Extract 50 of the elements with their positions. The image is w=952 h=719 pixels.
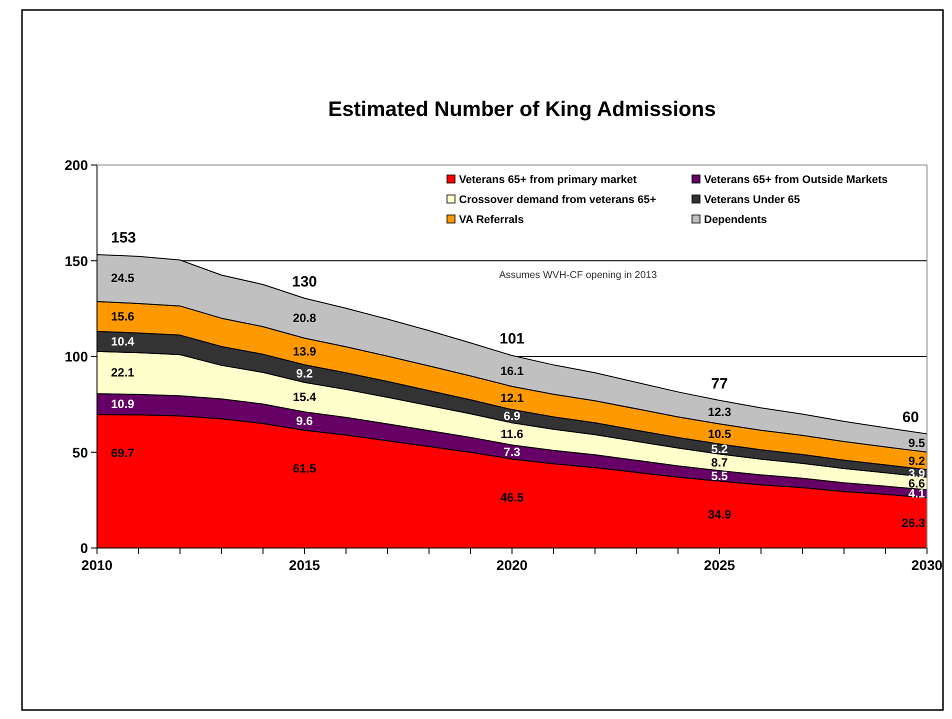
legend-label: VA Referrals bbox=[459, 214, 524, 226]
x-tick-label: 2030 bbox=[911, 557, 943, 573]
legend-label: Dependents bbox=[704, 214, 767, 226]
data-label: 8.7 bbox=[711, 455, 728, 470]
y-tick-label: 0 bbox=[80, 540, 88, 556]
data-label: 26.3 bbox=[902, 516, 926, 530]
data-label: 22.1 bbox=[111, 365, 135, 380]
total-label: 101 bbox=[499, 330, 525, 348]
data-label: 11.6 bbox=[500, 426, 524, 441]
x-tick-label: 2020 bbox=[496, 557, 528, 573]
y-tick-label: 50 bbox=[72, 444, 88, 460]
data-label: 15.4 bbox=[292, 390, 316, 404]
total-label: 60 bbox=[902, 408, 919, 426]
data-label: 9.2 bbox=[296, 366, 314, 381]
legend-label: Veterans 65+ from Outside Markets bbox=[704, 174, 888, 186]
chart-title: Estimated Number of King Admissions bbox=[328, 98, 716, 121]
data-label: 46.5 bbox=[500, 490, 524, 504]
x-tick-label: 2025 bbox=[704, 557, 736, 573]
data-label: 12.3 bbox=[708, 405, 732, 420]
total-label: 153 bbox=[111, 230, 136, 247]
legend-label: Veterans 65+ from primary market bbox=[459, 174, 637, 186]
x-tick-label: 2010 bbox=[81, 557, 113, 573]
y-tick-label: 150 bbox=[64, 252, 88, 269]
annotation: Assumes WVH-CF opening in 2013 bbox=[499, 270, 658, 281]
data-label: 61.5 bbox=[292, 462, 316, 476]
data-label: 16.1 bbox=[500, 364, 524, 378]
data-label: 12.1 bbox=[500, 390, 524, 405]
data-label: 24.5 bbox=[111, 271, 135, 286]
data-label: 69.7 bbox=[111, 446, 135, 460]
data-label: 9.5 bbox=[908, 436, 926, 450]
y-tick-label: 100 bbox=[64, 348, 88, 364]
y-tick-label: 200 bbox=[64, 157, 88, 173]
x-tick-label: 2015 bbox=[288, 557, 320, 573]
legend-label: Crossover demand from veterans 65+ bbox=[459, 194, 656, 206]
data-label: 15.6 bbox=[111, 309, 135, 324]
data-label: 34.9 bbox=[708, 508, 732, 522]
data-label: 20.8 bbox=[292, 311, 316, 326]
data-label: 9.2 bbox=[908, 454, 926, 468]
data-label: 6.9 bbox=[504, 409, 521, 424]
data-label: 7.3 bbox=[504, 444, 521, 459]
data-label: 5.2 bbox=[711, 442, 728, 456]
data-label: 10.5 bbox=[708, 426, 732, 441]
data-label: 10.9 bbox=[111, 397, 135, 412]
total-label: 77 bbox=[711, 375, 728, 392]
data-label: 13.9 bbox=[292, 344, 316, 358]
data-label: 5.5 bbox=[711, 468, 728, 483]
total-label: 130 bbox=[292, 273, 318, 290]
data-label: 10.4 bbox=[111, 334, 135, 348]
legend-label: Veterans Under 65 bbox=[704, 194, 800, 206]
data-label: 9.6 bbox=[296, 414, 314, 428]
